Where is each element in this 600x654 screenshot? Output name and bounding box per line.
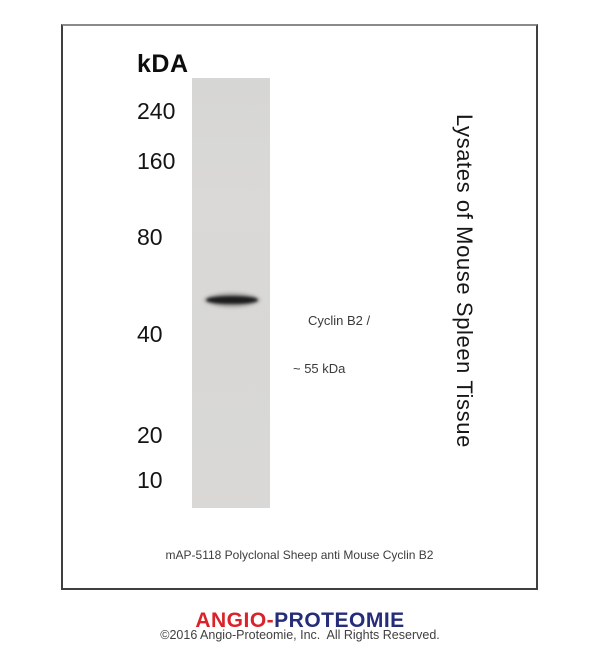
band-annotation-line2: ~ 55 kDa <box>293 361 346 376</box>
mw-marker-20: 20 <box>137 422 163 448</box>
band-annotation-line1: Cyclin B2 / <box>308 313 371 328</box>
mw-marker-160: 160 <box>137 148 176 174</box>
brand-logo: ANGIO-PROTEOMIE <box>0 610 600 631</box>
mw-marker-10: 10 <box>137 467 163 493</box>
gel-lane <box>192 78 270 508</box>
band-annotation: Cyclin B2 / ~ 55 kDa <box>293 281 370 409</box>
sample-type-label: Lysates of Mouse Spleen Tissue <box>452 114 477 448</box>
figure-frame: kDA 240 160 80 40 20 10 Cyclin B2 / ~ 55… <box>61 24 538 590</box>
copyright-text: ©2016 Angio-Proteomie, Inc. All Rights R… <box>160 628 440 642</box>
figure-caption: mAP-5118 Polyclonal Sheep anti Mouse Cyc… <box>165 548 434 562</box>
kda-unit-label: kDA <box>137 50 189 78</box>
mw-marker-80: 80 <box>137 224 163 250</box>
protein-band-halo <box>202 291 262 309</box>
brand-logo-angio: ANGIO- <box>195 609 275 632</box>
brand-logo-proteomie: PROTEOMIE <box>274 609 405 632</box>
protein-band <box>206 296 258 304</box>
mw-marker-240: 240 <box>137 98 176 124</box>
mw-marker-40: 40 <box>137 321 163 347</box>
